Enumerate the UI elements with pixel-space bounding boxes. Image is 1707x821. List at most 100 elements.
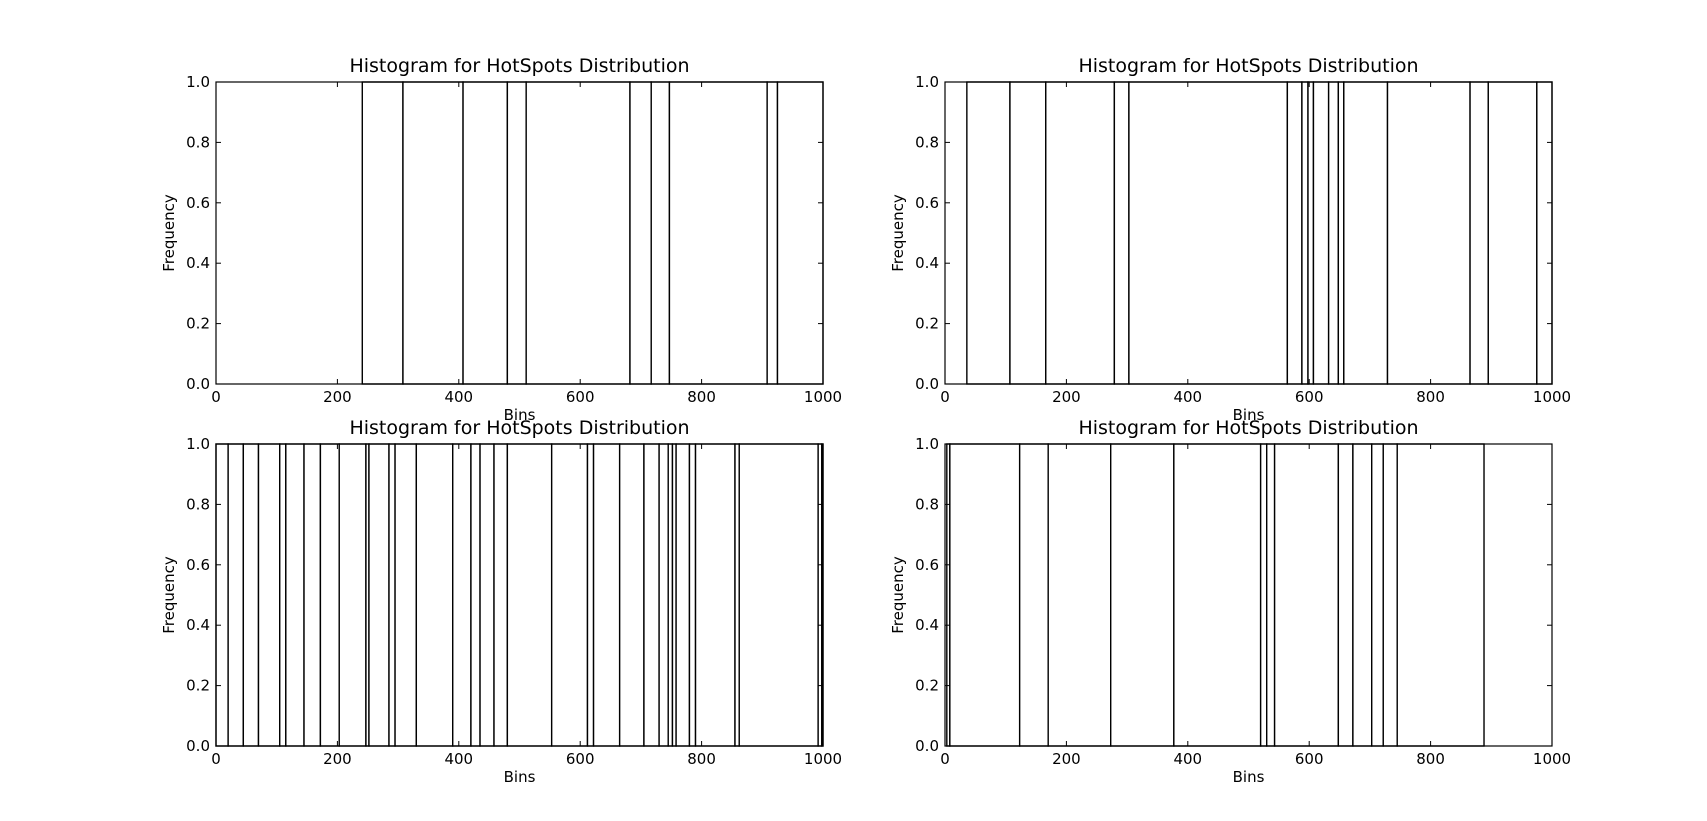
subplot: 0 200 400 600 800 1000 0.0 0.2 0.4 0.6 0.8 1.0 Histo…: [889, 55, 1571, 424]
histogram-bar: [1487, 81, 1538, 385]
histogram-bar: [303, 443, 322, 747]
y-tick-label: 0.8: [186, 495, 210, 513]
histogram-bar: [1307, 81, 1315, 385]
histogram-bar: [452, 443, 472, 747]
x-tick-label: 400: [444, 750, 473, 768]
y-tick-label: 0.6: [186, 556, 210, 574]
chart-title: Histogram for HotSpots Distribution: [349, 55, 689, 77]
y-tick-label: 0.4: [186, 254, 210, 272]
y-tick-label: 0.0: [915, 375, 939, 393]
x-tick-label: 1000: [804, 388, 842, 406]
histogram-bar: [1047, 443, 1112, 747]
histogram-bar: [1301, 81, 1309, 385]
y-tick-label: 0.6: [186, 194, 210, 212]
chart-title: Histogram for HotSpots Distribution: [1078, 55, 1418, 77]
histogram-bar: [525, 81, 631, 385]
histogram-bar: [388, 443, 396, 747]
x-axis-label: Bins: [1233, 406, 1265, 424]
axes-frame: [215, 81, 824, 385]
x-tick-label: 800: [687, 388, 716, 406]
y-tick-label: 0.0: [915, 737, 939, 755]
histogram-bar: [462, 81, 509, 385]
subplot: 0 200 400 600 800 1000 0.0 0.2 0.4 0.6 0.8 1.0 Histo…: [160, 417, 842, 786]
histogram-bar: [1110, 443, 1175, 747]
histogram-bar: [1386, 81, 1471, 385]
histogram-bar: [1266, 443, 1276, 747]
y-tick-label: 0.2: [186, 315, 210, 333]
histogram-bar: [1173, 443, 1262, 747]
y-tick-label: 1.0: [915, 73, 939, 91]
histogram-bar: [1113, 81, 1130, 385]
y-axis-label: Frequency: [889, 194, 907, 272]
histogram-bar: [1009, 81, 1047, 385]
histogram-bar: [675, 443, 691, 747]
histogram-bar: [668, 81, 768, 385]
histogram-bar: [643, 443, 660, 747]
histogram-bar: [479, 443, 495, 747]
x-axis-label: Bins: [504, 768, 536, 786]
subplot: 0 200 400 600 800 1000 0.0 0.2 0.4 0.6 0.8 1.0 Histo…: [889, 417, 1571, 786]
histogram-bar: [338, 443, 367, 747]
x-tick-label: 600: [1295, 750, 1324, 768]
histogram-bar: [694, 443, 736, 747]
histogram-bar: [368, 443, 390, 747]
y-tick-label: 0.2: [186, 677, 210, 695]
histogram-bar: [550, 443, 589, 747]
histogram-bar: [650, 81, 671, 385]
histogram-bar: [966, 81, 1011, 385]
histogram-bar: [688, 443, 697, 747]
chart-title: Histogram for HotSpots Distribution: [1078, 417, 1418, 439]
histogram-bar: [618, 443, 645, 747]
x-tick-label: 800: [1416, 750, 1445, 768]
histogram-bar: [586, 443, 595, 747]
y-tick-label: 0.6: [915, 556, 939, 574]
y-axis-label: Frequency: [160, 556, 178, 634]
x-tick-label: 400: [444, 388, 473, 406]
x-axis-label: Bins: [504, 406, 536, 424]
histogram-bar: [506, 81, 527, 385]
x-tick-label: 200: [323, 750, 352, 768]
histogram-bar: [470, 443, 481, 747]
x-tick-label: 1000: [1533, 750, 1571, 768]
histogram-bar: [1382, 443, 1398, 747]
histogram-bar: [1327, 81, 1340, 385]
histogram-bar: [285, 443, 305, 747]
x-tick-label: 200: [1052, 388, 1081, 406]
axes-frame: [215, 443, 824, 747]
histogram-bar: [227, 443, 245, 747]
y-tick-label: 0.8: [915, 133, 939, 151]
y-tick-label: 0.4: [915, 616, 939, 634]
histogram-bar: [415, 443, 454, 747]
histogram-bar: [1536, 81, 1553, 385]
histogram-bar: [215, 443, 229, 747]
histogram-bar: [766, 81, 779, 385]
x-tick-label: 1000: [804, 750, 842, 768]
x-tick-label: 0: [211, 750, 221, 768]
histogram-bar: [257, 443, 281, 747]
histogram-bar: [506, 443, 553, 747]
y-tick-label: 1.0: [186, 73, 210, 91]
y-tick-label: 0.0: [186, 375, 210, 393]
y-tick-label: 1.0: [186, 435, 210, 453]
chart-title: Histogram for HotSpots Distribution: [349, 417, 689, 439]
histogram-bar: [493, 443, 509, 747]
x-tick-label: 400: [1173, 750, 1202, 768]
y-tick-label: 0.0: [186, 737, 210, 755]
subplot: 0 200 400 600 800 1000 0.0 0.2 0.4 0.6 0.8 1.0 Histo…: [160, 55, 842, 424]
axes-frame: [944, 81, 1553, 385]
y-tick-label: 1.0: [915, 435, 939, 453]
x-tick-label: 1000: [1533, 388, 1571, 406]
histogram-bar: [629, 81, 652, 385]
histogram-bar: [949, 443, 1021, 747]
x-tick-label: 600: [566, 750, 595, 768]
x-tick-label: 0: [211, 388, 221, 406]
histogram-bar: [1312, 81, 1330, 385]
histogram-bar: [1128, 81, 1289, 385]
y-axis-label: Frequency: [160, 194, 178, 272]
x-tick-label: 600: [566, 388, 595, 406]
histogram-bar: [1286, 81, 1303, 385]
x-tick-label: 600: [1295, 388, 1324, 406]
x-tick-label: 400: [1173, 388, 1202, 406]
y-tick-label: 0.8: [186, 133, 210, 151]
histogram-bar: [1371, 443, 1384, 747]
